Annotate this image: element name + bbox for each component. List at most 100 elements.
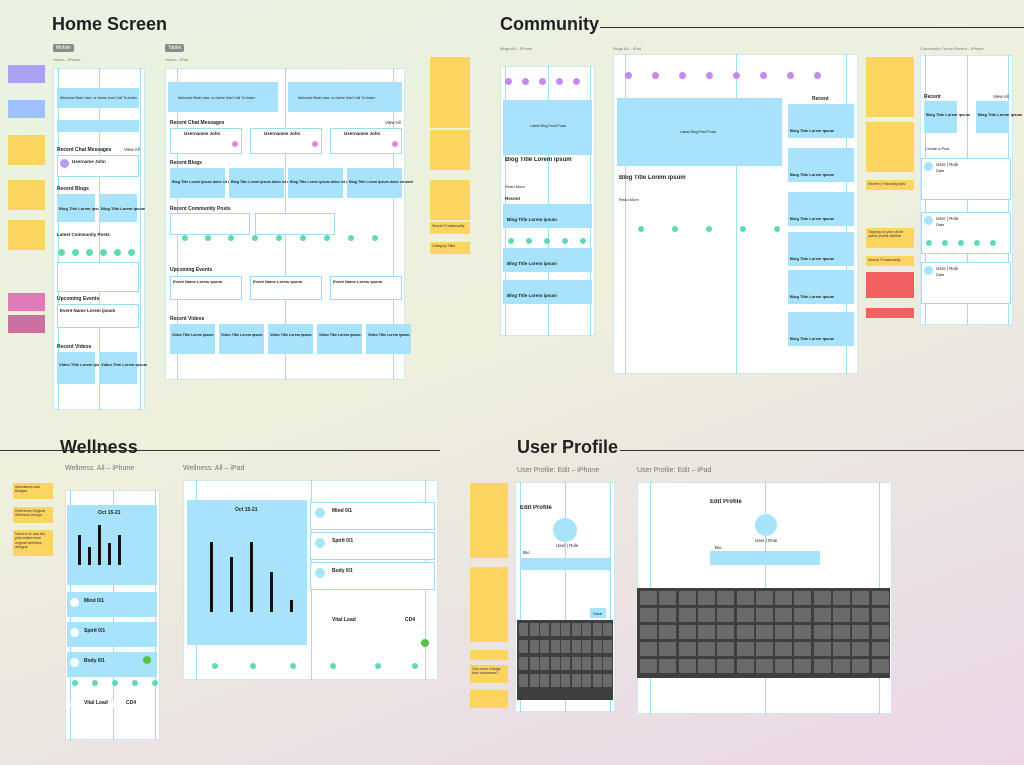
text: Event Name Lorem ipsum: [173, 279, 223, 284]
text: Oct 15-21: [98, 510, 121, 516]
key: [717, 659, 735, 673]
image-placeholder: [503, 204, 592, 228]
avatar: [330, 663, 336, 669]
frame-tag: Mobile: [53, 44, 74, 52]
avatar: [553, 518, 577, 542]
text: Username John: [72, 159, 106, 164]
avatar: [672, 226, 678, 232]
avatar: [212, 663, 218, 669]
text: Blog Title Lorem ipsum: [790, 172, 835, 177]
key: [755, 642, 773, 656]
text: Video Title Lorem ipsum: [319, 333, 361, 337]
text: CD4: [126, 700, 137, 706]
image-placeholder: [788, 148, 854, 182]
image-placeholder: [503, 100, 592, 155]
image-placeholder: [170, 168, 225, 198]
image-placeholder: [788, 270, 854, 304]
key: [571, 657, 581, 670]
text: Blog Title Lorem ipsum: [507, 293, 557, 298]
banner: [57, 88, 139, 108]
text: Read More: [505, 184, 525, 189]
sticky-note: Need to re-add the plus button from orig…: [13, 530, 53, 556]
avatar: [733, 72, 740, 79]
chart-bar: [250, 542, 253, 612]
layout-guide: [393, 68, 394, 380]
avatar: [760, 72, 767, 79]
key: [813, 659, 831, 673]
sticky-note: Can more change their username?: [470, 665, 508, 683]
layout-guide: [625, 54, 627, 374]
text: Video Title Lorem ipsum: [101, 362, 148, 367]
text: Date: [936, 168, 945, 173]
text: Blog Title Lorem ipsum: [505, 157, 572, 163]
text: Upcoming Events: [170, 267, 213, 273]
avatar: [562, 238, 568, 244]
card: [250, 128, 322, 154]
avatar: [556, 78, 563, 85]
image-placeholder: [788, 104, 854, 138]
image-placeholder: [317, 324, 362, 354]
key: [592, 674, 602, 687]
text-field: [710, 551, 820, 565]
key: [603, 640, 612, 653]
text: Blog Title Lorem ipsum: [507, 217, 557, 222]
card: [250, 276, 322, 300]
avatar: [92, 680, 98, 686]
key: [717, 625, 735, 639]
sticky-note: Animations and Badges: [13, 483, 53, 499]
key: [852, 642, 870, 656]
text: Recent: [505, 196, 521, 201]
avatar: [740, 226, 746, 232]
key: [640, 642, 657, 656]
key: [833, 608, 850, 622]
avatar: [958, 240, 964, 246]
sticky-note: [866, 272, 914, 298]
key: [833, 591, 850, 605]
layout-guide: [590, 66, 592, 336]
key: [659, 608, 677, 622]
layout-guide: [504, 66, 506, 336]
text: User | Role: [936, 162, 959, 167]
save-button: [590, 608, 606, 618]
divider: [600, 27, 1024, 28]
key: [794, 608, 812, 622]
avatar: [128, 249, 135, 256]
sticky-note: [8, 293, 45, 311]
avatar: [232, 141, 238, 147]
text: CD4: [405, 617, 416, 623]
key: [871, 591, 889, 605]
key: [813, 625, 831, 639]
avatar: [152, 680, 158, 686]
sticky-note: [8, 180, 45, 210]
sticky-note: Reference Original Wellness Design: [13, 507, 53, 523]
key: [871, 642, 889, 656]
key: [717, 608, 735, 622]
text: Date: [936, 222, 945, 227]
layout-guide: [57, 68, 59, 410]
text: Blog Title Lorem ipsum: [926, 112, 971, 117]
chart-bar: [108, 543, 111, 565]
key: [794, 642, 812, 656]
text: Oct 15-21: [235, 507, 258, 513]
avatar: [70, 700, 79, 709]
key: [833, 659, 850, 673]
text: Blog Title Lorem ipsum dolor sit amet: [172, 180, 237, 184]
sticky-note: Tapping on your circle opens profile sid…: [866, 228, 914, 248]
key: [519, 657, 528, 670]
frame-label: Wellness: All – iPad: [183, 465, 245, 472]
sticky-note: [866, 122, 914, 172]
key: [775, 642, 793, 656]
key: [659, 625, 677, 639]
key: [519, 623, 528, 636]
key: [736, 642, 754, 656]
avatar: [706, 72, 713, 79]
card: [170, 213, 250, 235]
avatar: [100, 249, 107, 256]
key: [540, 674, 549, 687]
sticky-note: [430, 130, 470, 170]
avatar: [290, 663, 296, 669]
key: [571, 674, 581, 687]
text: Latest Community Posts: [57, 232, 110, 237]
key: [659, 659, 677, 673]
key: [697, 591, 715, 605]
